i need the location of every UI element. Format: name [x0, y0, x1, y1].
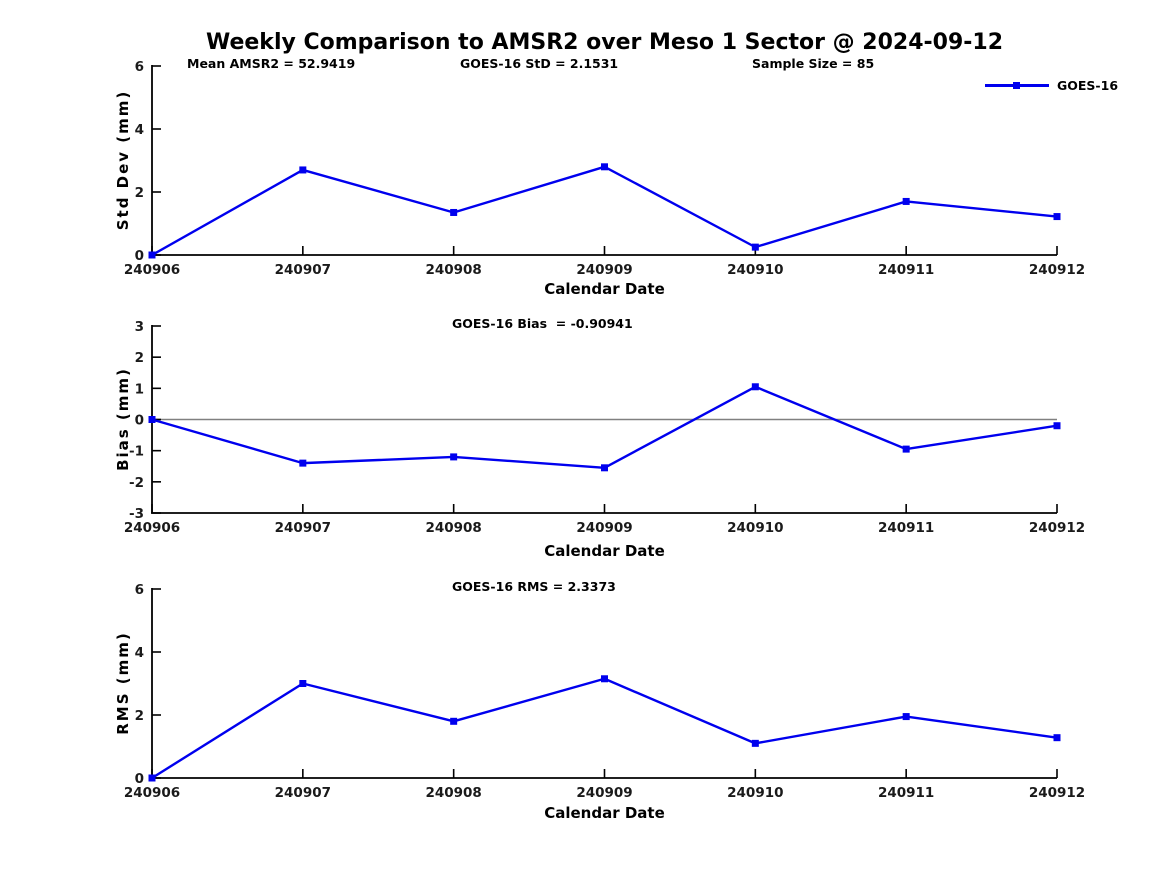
x-tick-label: 240908	[425, 520, 481, 536]
x-tick-label: 240907	[275, 262, 331, 278]
data-point-marker	[601, 464, 608, 472]
data-point-marker	[1053, 422, 1061, 430]
y-tick-label: 1	[135, 381, 144, 397]
x-tick-label: 240911	[878, 520, 934, 536]
annotation-goes16-rms: GOES-16 RMS = 2.3373	[452, 579, 616, 594]
data-point-marker	[902, 445, 910, 453]
y-tick-label: -3	[129, 506, 144, 522]
x-tick-label: 240910	[727, 785, 783, 801]
series-line	[150, 165, 1059, 257]
y-tick-label: 2	[135, 350, 144, 366]
x-tick-label: 240906	[124, 520, 180, 536]
x-tick-label: 240912	[1029, 785, 1085, 801]
x-tick-label: 240907	[275, 785, 331, 801]
y-tick-label: 4	[135, 122, 144, 138]
data-point-marker	[902, 197, 910, 205]
x-tick-label: 240909	[576, 785, 632, 801]
data-point-marker	[751, 739, 759, 747]
rms-x-axis-label: Calendar Date	[544, 804, 665, 822]
y-tick-label: -2	[129, 475, 144, 491]
series-line	[150, 677, 1059, 780]
data-point-marker	[299, 680, 307, 687]
y-tick-label: 0	[135, 413, 144, 429]
y-tick-label: -1	[129, 444, 144, 460]
y-tick-label: 0	[135, 248, 144, 264]
data-point-marker	[751, 383, 759, 391]
bias-x-axis-label: Calendar Date	[544, 542, 665, 560]
annotation-goes16-bias: GOES-16 Bias = -0.90941	[452, 316, 633, 331]
series-line	[150, 385, 1059, 470]
y-tick-label: 2	[135, 708, 144, 724]
data-point-marker	[299, 166, 307, 174]
annotation-goes16-std: GOES-16 StD = 2.1531	[460, 56, 619, 71]
x-tick-label: 240909	[576, 520, 632, 536]
x-tick-label: 240906	[124, 262, 180, 278]
legend-label: GOES-16	[1057, 78, 1119, 93]
data-point-marker	[450, 208, 458, 216]
data-point-marker	[601, 675, 608, 683]
data-point-marker	[751, 243, 759, 251]
x-tick-label: 240910	[727, 520, 783, 536]
y-tick-label: 2	[135, 185, 144, 201]
rms-plot: 0 2 4 6 240906 240907 240908 240909 240910 240911…	[124, 582, 1085, 801]
x-tick-label: 240907	[275, 520, 331, 536]
data-point-marker	[601, 163, 608, 171]
y-tick-label: 0	[135, 771, 144, 787]
data-point-marker	[902, 713, 910, 721]
y-tick-label: 6	[135, 59, 144, 75]
figure-title: Weekly Comparison to AMSR2 over Meso 1 S…	[205, 30, 1004, 55]
data-point-marker	[450, 453, 458, 461]
data-point-marker	[148, 251, 156, 259]
legend-square-marker-icon	[1013, 81, 1020, 89]
std-dev-plot: 0 2 4 6 240906 240907 240908 240909 240910 240911…	[124, 59, 1085, 278]
data-point-marker	[148, 774, 156, 782]
data-point-marker	[1053, 734, 1061, 742]
y-tick-label: 4	[135, 645, 144, 661]
x-tick-label: 240910	[727, 262, 783, 278]
x-tick-label: 240908	[425, 785, 481, 801]
x-tick-label: 240912	[1029, 262, 1085, 278]
annotation-mean-amsr2: Mean AMSR2 = 52.9419	[187, 56, 356, 71]
data-point-marker	[450, 717, 458, 725]
legend: GOES-16	[985, 78, 1118, 93]
data-point-marker	[1053, 213, 1061, 221]
y-tick-label: 6	[135, 582, 144, 598]
x-tick-label: 240909	[576, 262, 632, 278]
x-tick-label: 240908	[425, 262, 481, 278]
data-point-marker	[299, 459, 307, 467]
x-tick-label: 240906	[124, 785, 180, 801]
data-point-marker	[148, 416, 156, 423]
y-tick-label: 3	[135, 319, 144, 335]
annotation-sample-size: Sample Size = 85	[752, 56, 875, 71]
x-tick-label: 240911	[878, 785, 934, 801]
x-tick-label: 240912	[1029, 520, 1085, 536]
stddev-x-axis-label: Calendar Date	[544, 280, 665, 298]
x-tick-label: 240911	[878, 262, 934, 278]
legend-line-sample	[985, 81, 1049, 89]
